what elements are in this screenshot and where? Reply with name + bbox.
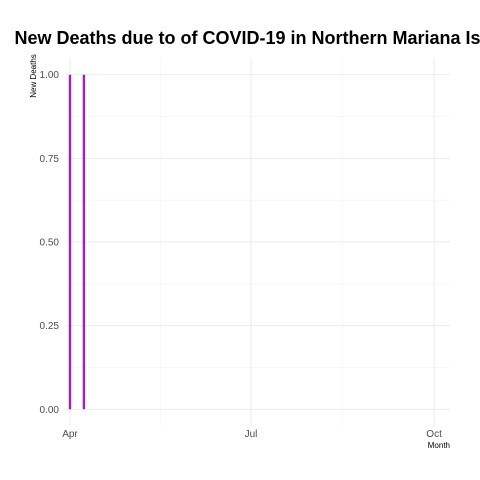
y-axis-label: New Deaths [29, 54, 38, 98]
y-tick-label: 0.25 [40, 321, 60, 332]
y-tick-labels: 0.00 0.25 0.50 0.75 1.00 [40, 70, 60, 416]
y-tick-label: 0.75 [40, 154, 60, 165]
x-tick-label: Oct [426, 429, 442, 440]
y-tick-label: 1.00 [40, 70, 60, 81]
x-tick-label: Jul [245, 429, 258, 440]
grid [66, 58, 450, 426]
x-tick-labels: Apr Jul Oct [62, 429, 442, 440]
y-tick-label: 0.00 [40, 405, 60, 416]
x-axis-label: Month [428, 441, 450, 450]
chart-title: New Deaths due to of COVID-19 in Norther… [14, 28, 480, 48]
bar [82, 74, 86, 410]
x-tick-label: Apr [62, 429, 78, 440]
bars [68, 74, 86, 410]
y-tick-label: 0.50 [40, 238, 60, 249]
bar [68, 74, 72, 410]
